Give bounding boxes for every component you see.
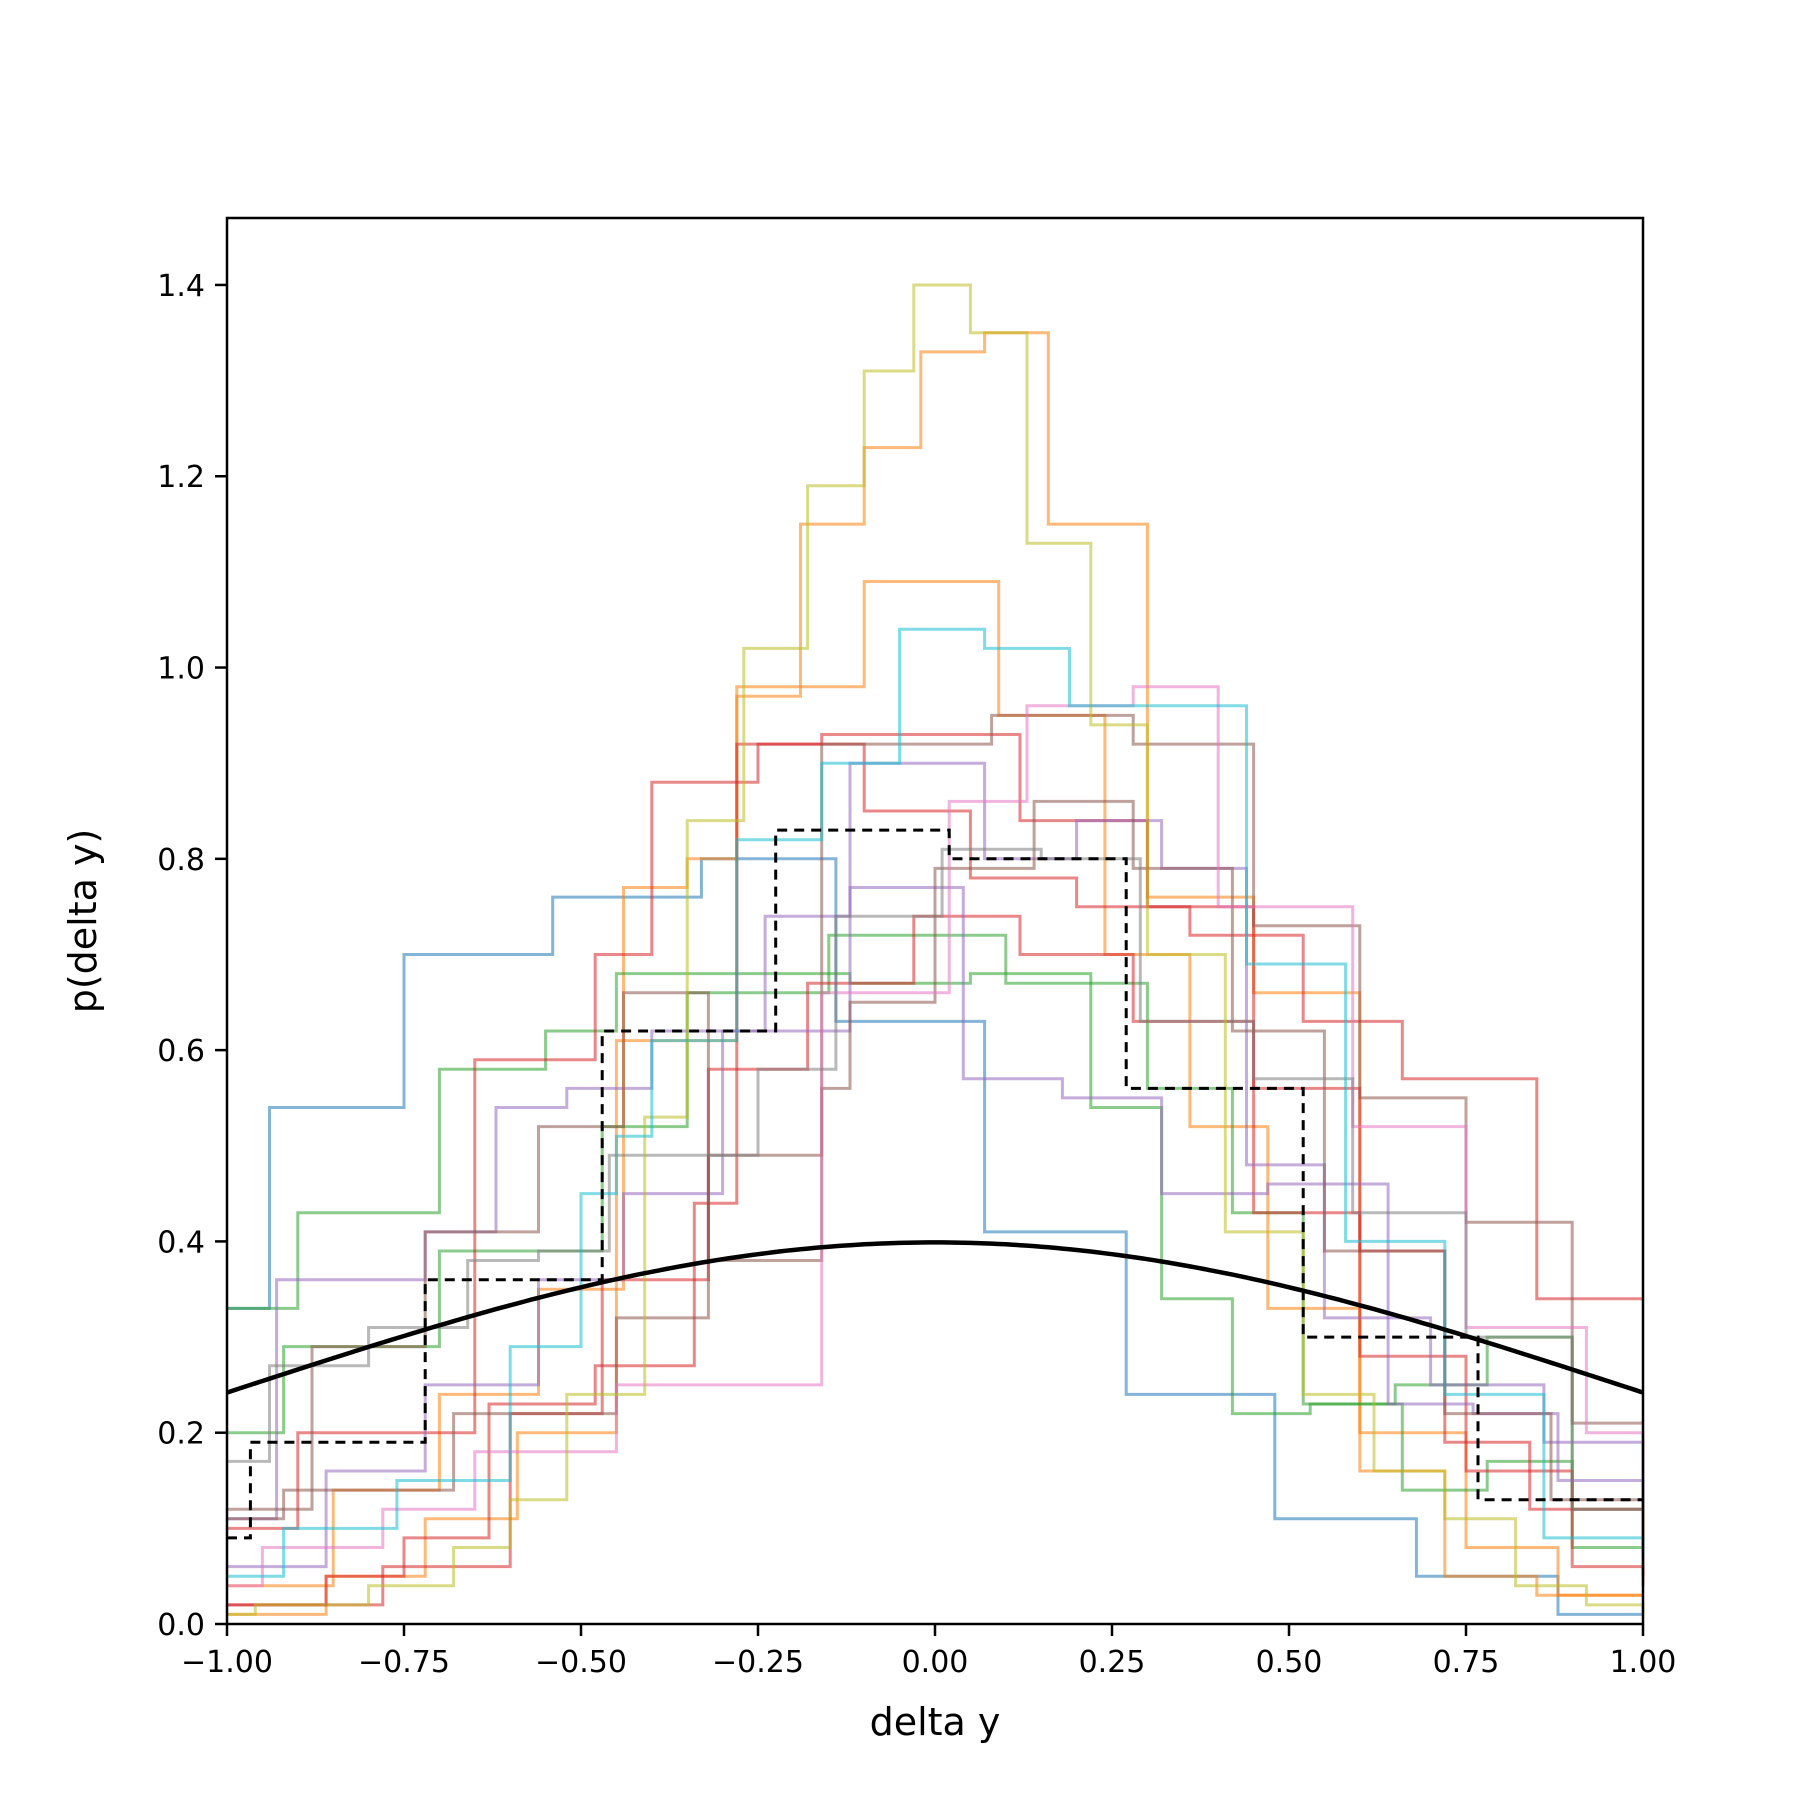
mean-histogram-dashed (227, 828, 1643, 1540)
histogram-series-15 (227, 283, 1645, 1616)
mean-histogram-layer (227, 828, 1643, 1540)
histogram-series-1 (227, 857, 1643, 1616)
y-tick-label: 1.0 (157, 652, 205, 687)
y-tick-label: 0.0 (157, 1608, 205, 1643)
x-tick-label: 0.50 (1256, 1645, 1323, 1680)
y-axis-label: p(delta y) (61, 829, 105, 1014)
histogram-series-16 (227, 627, 1645, 1578)
x-axis: −1.00 −0.75 −0.50 −0.25 0.00 0.25 0.50 0.75 1.00 (181, 1624, 1676, 1680)
histogram-series-10 (227, 761, 1645, 1569)
series-layer (227, 283, 1645, 1616)
x-axis-label: delta y (870, 1700, 1001, 1744)
x-tick-label: −0.25 (712, 1645, 804, 1680)
histogram-series-3 (227, 580, 1643, 1597)
histogram-series-6 (227, 742, 1643, 1530)
y-tick-label: 0.6 (157, 1034, 205, 1069)
histogram-series-11 (227, 713, 1643, 1511)
y-tick-label: 1.2 (157, 460, 205, 495)
x-tick-label: 0.75 (1433, 1645, 1500, 1680)
normal-reference-curve (226, 1240, 1644, 1395)
x-tick-label: 1.00 (1610, 1645, 1677, 1680)
histogram-series-4 (227, 972, 1643, 1549)
y-tick-label: 0.4 (157, 1225, 205, 1260)
y-tick-label: 0.8 (157, 843, 205, 878)
x-tick-label: 0.00 (902, 1645, 969, 1680)
x-tick-label: −0.50 (535, 1645, 627, 1680)
y-tick-label: 1.4 (157, 269, 205, 304)
y-axis: 0.0 0.2 0.4 0.6 0.8 1.0 1.2 1.4 (157, 269, 227, 1643)
x-tick-label: −0.75 (358, 1645, 450, 1680)
y-tick-label: 0.2 (157, 1417, 205, 1452)
x-tick-label: 0.25 (1079, 1645, 1146, 1680)
reference-curve-layer (226, 1240, 1644, 1395)
x-tick-label: −1.00 (181, 1645, 273, 1680)
